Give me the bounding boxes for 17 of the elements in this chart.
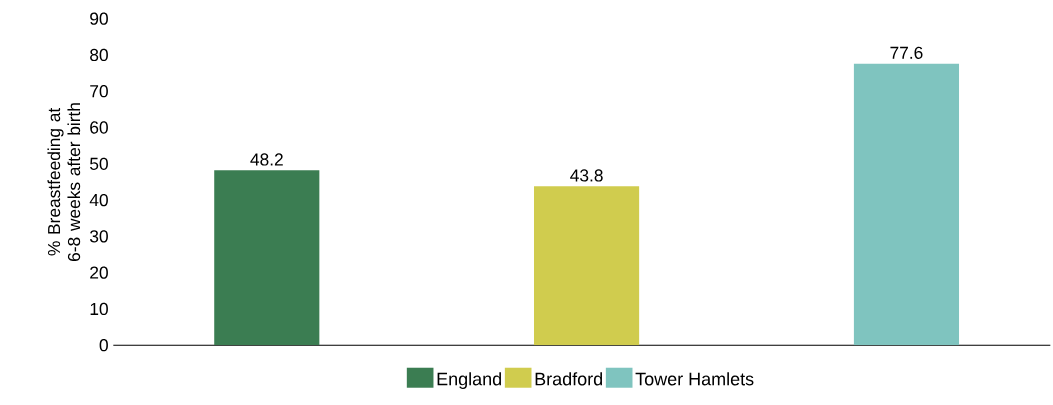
data-label: 48.2	[250, 153, 283, 166]
y-tick-label: 90	[90, 12, 108, 25]
y-tick-label: 70	[90, 84, 108, 98]
y-tick-label: 40	[89, 193, 108, 207]
y-tick-label: 80	[90, 48, 108, 61]
legend-label: England	[437, 372, 501, 389]
y-tick-label: 20	[90, 266, 108, 279]
y-tick-label: 0	[99, 338, 108, 352]
y-tick-label: 10	[90, 302, 108, 315]
legend-label: Bradford	[535, 372, 603, 386]
data-label: 43.8	[570, 169, 603, 182]
y-tick-label: 50	[90, 157, 108, 170]
data-label: 77.6	[890, 46, 923, 59]
y-tick-label: 30	[90, 230, 108, 243]
y-tick-label: 60	[90, 121, 108, 134]
legend-label: Tower Hamlets	[635, 372, 754, 386]
y-axis-title: % Breastfeeding at 6-8 weeks after birth	[47, 103, 81, 261]
